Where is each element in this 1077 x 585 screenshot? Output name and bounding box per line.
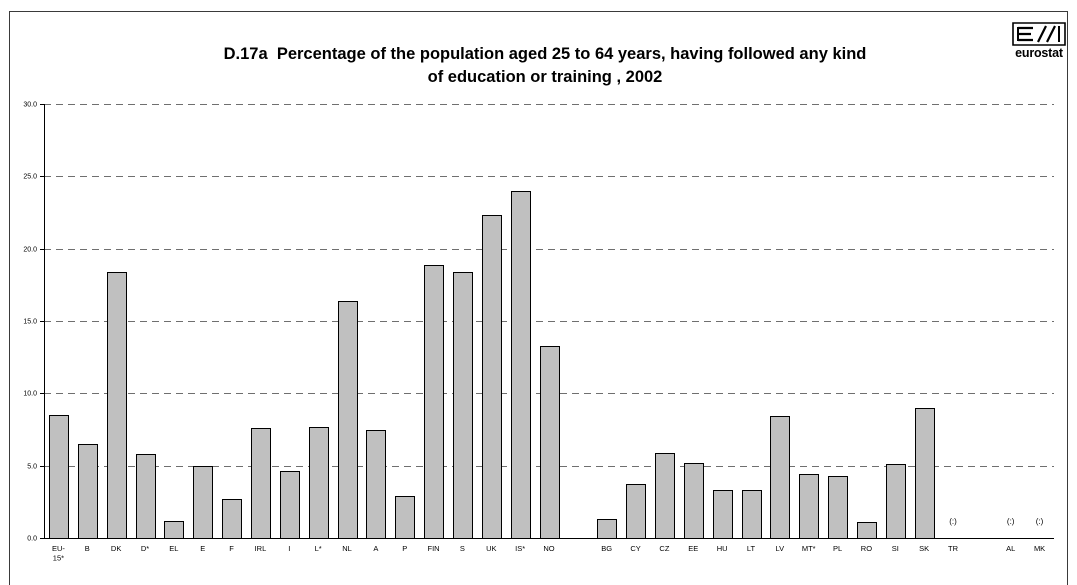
x-tick-label-mk: MK (1034, 544, 1045, 553)
x-tick-label-p: P (402, 544, 407, 553)
bar-cy (626, 484, 646, 539)
x-tick-label-mt: MT* (802, 544, 816, 553)
x-tick-label-lv: LV (776, 544, 785, 553)
bar-l (309, 427, 329, 539)
bar-uk (482, 215, 502, 539)
x-tick-label-hu: HU (717, 544, 728, 553)
x-tick-label-uk: UK (486, 544, 496, 553)
y-tick-label-0-0: 0.0 (27, 535, 37, 542)
y-axis: 0.0 5.0 10.0 15.0 20.0 25.0 30.0 (23, 101, 45, 542)
x-tick-label-nl: NL (342, 544, 352, 553)
bar-no (540, 346, 560, 539)
bar-ee (684, 463, 704, 539)
bar-mt (799, 474, 819, 539)
x-tick-label-ee: EE (688, 544, 698, 553)
y-tick-label-5-0: 5.0 (27, 463, 37, 470)
eurostat-logo-icon (1012, 22, 1066, 46)
y-tick-label-10-0: 10.0 (23, 390, 37, 397)
bar-s (453, 272, 473, 539)
bar-dk (107, 272, 127, 539)
logo-text: eurostat (1015, 46, 1063, 60)
bar-el (164, 521, 184, 539)
bar-d (136, 454, 156, 539)
bar-si (886, 464, 906, 539)
y-tick-label-30-0: 30.0 (23, 101, 37, 108)
x-tick-label-al: AL (1006, 544, 1015, 553)
x-tick-label-is: IS* (515, 544, 525, 553)
x-axis-labels: EU-15* B DK D* EL E F IRL I L* NL A P FIN S UK IS* NO BG CY… (52, 544, 1045, 563)
y-tick-label-25-0: 25.0 (23, 173, 37, 180)
x-tick-label-no: NO (543, 544, 554, 553)
bar-lv (770, 416, 790, 539)
bar-f (222, 499, 242, 539)
bar-eu-15 (49, 415, 69, 539)
x-tick-label-fin: FIN (428, 544, 440, 553)
bar-e (193, 466, 213, 539)
x-tick-label-ro: RO (861, 544, 872, 553)
x-tick-label-pl: PL (833, 544, 842, 553)
y-tick-label-15-0: 15.0 (23, 318, 37, 325)
bar-ro (857, 522, 877, 539)
x-tick-label-sk: SK (919, 544, 929, 553)
bar-a (366, 430, 386, 539)
chart-title: D.17a Percentage of the population aged … (223, 45, 867, 86)
bar-is (511, 191, 531, 539)
x-tick-label-lt: LT (747, 544, 756, 553)
x-tick-label-tr: TR (948, 544, 959, 553)
bar-p (395, 496, 415, 539)
missing-marker-mk: (:) (1036, 517, 1044, 526)
missing-marker-tr: (:) (949, 517, 957, 526)
missing-marker-al: (:) (1007, 517, 1015, 526)
x-tick-label-el: EL (169, 544, 178, 553)
x-tick-label-f: F (229, 544, 234, 553)
x-tick-label-bg: BG (601, 544, 612, 553)
x-tick-label-dk: DK (111, 544, 121, 553)
x-tick-label-irl: IRL (255, 544, 267, 553)
bar-sk (915, 408, 935, 539)
x-tick-label-s: S (460, 544, 465, 553)
x-tick-label-i: I (288, 544, 290, 553)
x-tick-label-cz: CZ (659, 544, 669, 553)
bar-cz (655, 453, 675, 539)
x-tick-label-d: D* (141, 544, 149, 553)
x-tick-label-a: A (373, 544, 378, 553)
bar-lt (742, 490, 762, 539)
bar-nl (338, 301, 358, 539)
chart-frame (9, 11, 1068, 585)
x-tick-label-b: B (85, 544, 90, 553)
x-tick-label-si: SI (892, 544, 899, 553)
x-tick-label-l: L* (315, 544, 322, 553)
eurostat-logo: eurostat (1011, 21, 1067, 60)
x-tick-label-e: E (200, 544, 205, 553)
bar-pl (828, 476, 848, 539)
x-tick-label-cy: CY (630, 544, 640, 553)
bar-hu (713, 490, 733, 539)
bar-b (78, 444, 98, 539)
bar-bg (597, 519, 617, 539)
y-tick-label-20-0: 20.0 (23, 246, 37, 253)
x-tick-label-eu-15: EU-15* (52, 544, 65, 563)
bar-irl (251, 428, 271, 539)
bar-i (280, 471, 300, 539)
bars: (:) (:) (:) (49, 191, 1044, 539)
bar-fin (424, 265, 444, 539)
